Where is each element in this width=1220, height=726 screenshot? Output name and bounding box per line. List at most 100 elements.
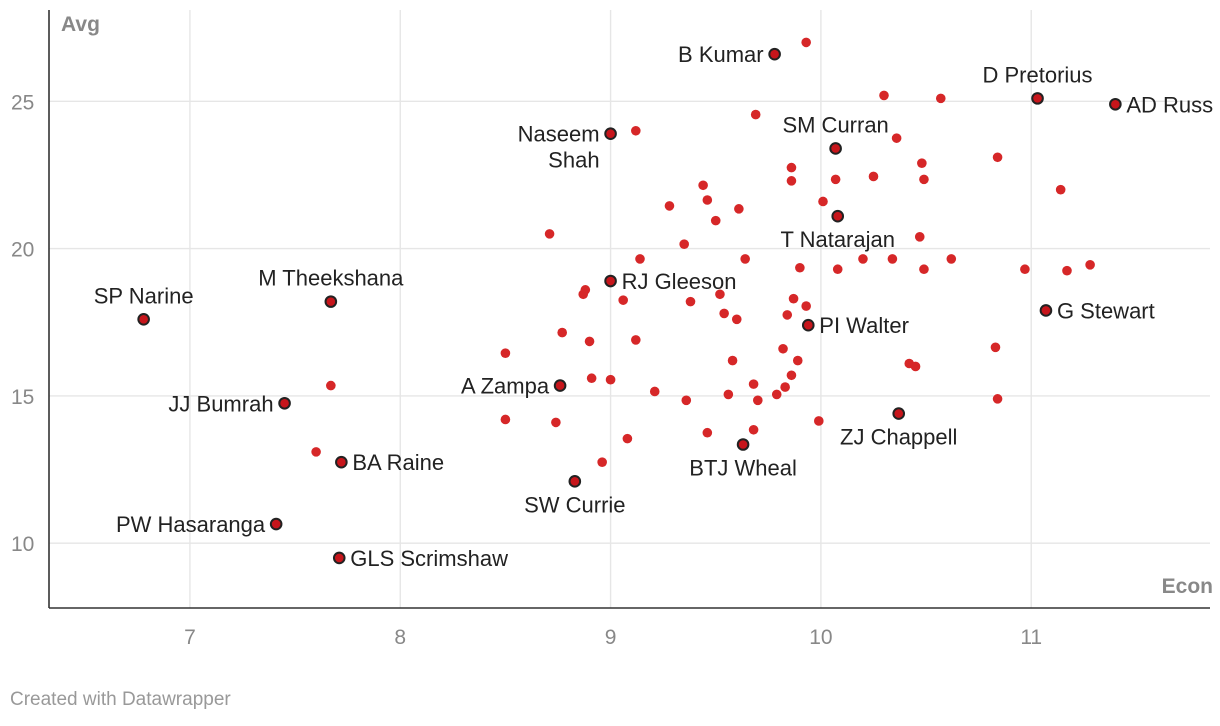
data-point: [782, 310, 793, 320]
point-label: SP Narine: [94, 283, 194, 308]
x-tick-label: 7: [184, 626, 196, 649]
data-point: [795, 262, 805, 273]
data-point: [771, 389, 782, 400]
point-label: PI Walter: [819, 313, 909, 338]
y-tick-label: 20: [11, 239, 34, 262]
data-point: [750, 109, 761, 120]
point-label: ZJ Chappell: [840, 425, 957, 450]
data-point: [891, 133, 902, 143]
data-point: [719, 308, 729, 319]
data-point: [702, 427, 713, 438]
point-label: GLS Scrimshaw: [350, 546, 508, 571]
highlighted-point: [801, 318, 815, 332]
data-point: [605, 374, 616, 385]
data-point: [917, 158, 927, 168]
data-point: [635, 254, 645, 264]
x-tick-label: 11: [1020, 626, 1042, 649]
data-point: [910, 361, 921, 372]
data-point: [544, 229, 555, 239]
data-point: [500, 414, 511, 425]
data-point: [622, 433, 633, 444]
data-point: [649, 386, 660, 397]
data-point: [792, 355, 803, 366]
data-point: [631, 335, 641, 345]
data-point: [584, 336, 595, 347]
point-label: RJ Gleeson: [622, 269, 737, 294]
point-label: JJ Bumrah: [168, 391, 273, 416]
data-point: [681, 395, 692, 406]
x-tick-label: 8: [394, 626, 406, 649]
data-point: [748, 379, 759, 389]
data-point: [578, 289, 589, 300]
data-point: [832, 264, 843, 275]
data-point: [990, 342, 1001, 353]
data-point: [801, 37, 811, 48]
point-label: B Kumar: [678, 42, 764, 67]
data-point: [557, 327, 567, 338]
data-point: [935, 93, 946, 104]
data-point: [868, 171, 879, 182]
data-point: [685, 296, 696, 307]
highlighted-point: [831, 209, 845, 223]
data-point: [858, 254, 868, 264]
highlighted-point: [1109, 97, 1122, 111]
data-point: [778, 343, 788, 354]
x-tick-label: 10: [809, 626, 832, 649]
data-point: [946, 254, 957, 264]
credit-text: Created with Datawrapper: [10, 689, 231, 710]
highlighted-point: [604, 274, 617, 288]
scatter-chart: 7 8 9 10 11 10 15 20 25 Avg Econ B Kumar D Pretoriu…: [11, 10, 1213, 649]
y-axis-title: Avg: [61, 13, 100, 36]
data-point: [1020, 264, 1030, 275]
x-axis-title: Econ: [1162, 575, 1213, 598]
data-point: [664, 201, 675, 211]
data-point: [830, 174, 841, 185]
data-point: [311, 447, 321, 457]
gridlines: [49, 10, 1210, 608]
data-point: [788, 293, 799, 304]
y-tick-label: 25: [11, 91, 34, 114]
data-point: [710, 215, 721, 226]
point-label: AD Russ: [1126, 92, 1213, 117]
point-label: T Natarajan: [780, 227, 895, 252]
data-point: [618, 295, 628, 305]
data-point: [500, 348, 511, 358]
highlighted-point: [269, 517, 283, 531]
y-tick-label: 10: [11, 533, 34, 556]
point-label: BTJ Wheal: [689, 456, 797, 481]
point-label: BA Raine: [352, 450, 444, 475]
data-points: [311, 37, 1095, 467]
highlighted-points: [137, 47, 1122, 565]
highlighted-point: [1039, 304, 1053, 317]
data-point: [731, 314, 742, 325]
highlighted-point: [736, 438, 750, 451]
point-labels: B Kumar D Pretorius AD Russ Naseem Shah SM Cu…: [94, 42, 1213, 571]
highlighted-point: [335, 455, 348, 469]
data-point: [786, 370, 797, 381]
data-point: [1085, 260, 1095, 270]
point-label: G Stewart: [1057, 298, 1155, 323]
data-point: [818, 196, 828, 207]
highlighted-point: [829, 142, 842, 155]
data-point: [734, 204, 744, 214]
data-point: [801, 301, 811, 311]
point-label: M Theekshana: [258, 266, 404, 291]
data-point: [702, 195, 713, 205]
data-point: [1062, 265, 1072, 276]
highlighted-point: [278, 396, 291, 410]
data-point: [1055, 184, 1066, 195]
data-point: [727, 355, 738, 366]
data-point: [919, 174, 929, 185]
point-label: SW Currie: [524, 492, 625, 517]
data-point: [740, 254, 750, 264]
x-tick-label: 9: [605, 626, 617, 649]
data-point: [326, 380, 336, 391]
data-point: [752, 395, 763, 406]
point-label: PW Hasaranga: [116, 512, 266, 537]
data-point: [914, 232, 925, 242]
point-label: D Pretorius: [983, 62, 1093, 87]
highlighted-point: [332, 551, 346, 565]
axes: 7 8 9 10 11 10 15 20 25 Avg Econ: [11, 10, 1213, 649]
highlighted-point: [768, 47, 781, 61]
highlighted-point: [568, 475, 582, 488]
